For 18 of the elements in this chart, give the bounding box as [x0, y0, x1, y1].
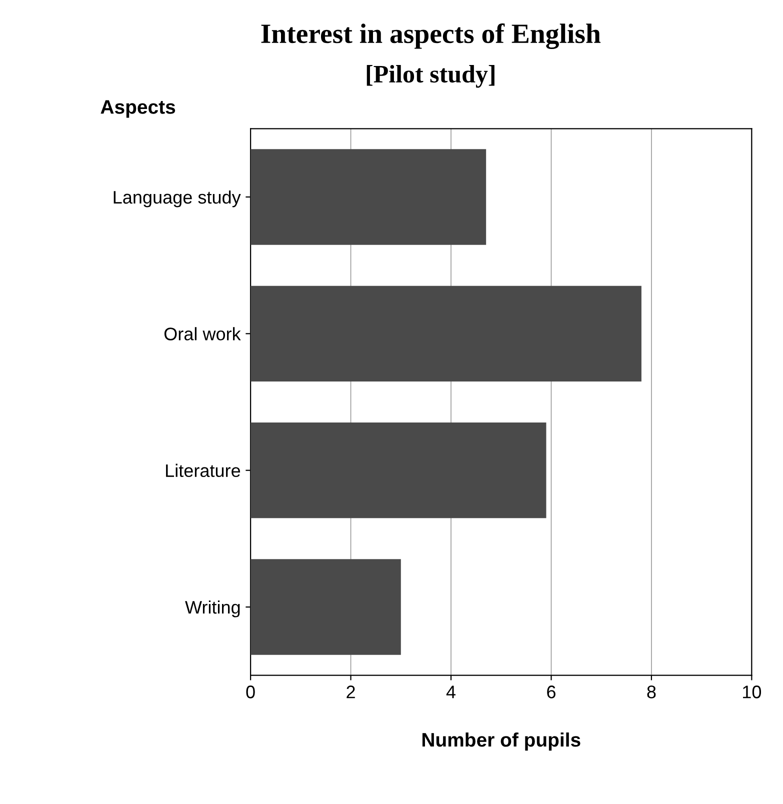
bar — [250, 559, 401, 655]
bar — [250, 422, 546, 518]
bar — [250, 149, 486, 245]
x-tick-label: 0 — [246, 686, 255, 698]
x-tick-label: 4 — [446, 686, 456, 698]
y-axis-title: Aspects — [100, 100, 176, 118]
x-axis-title: Number of pupils — [422, 732, 580, 751]
x-tick-label: 6 — [547, 686, 556, 698]
x-tick-label: 10 — [743, 686, 762, 698]
x-tick-label: 8 — [647, 686, 656, 698]
chart-subtitle: [Pilot study] — [366, 65, 494, 88]
bar — [250, 286, 642, 382]
y-tick-label: Literature — [166, 464, 240, 478]
y-tick-label: Writing — [185, 600, 240, 618]
x-tick-label: 2 — [346, 686, 355, 698]
y-tick-label: Language study — [114, 190, 241, 208]
y-tick-label: Oral work — [164, 327, 241, 340]
chart-title: Interest in aspects of English — [261, 23, 601, 50]
